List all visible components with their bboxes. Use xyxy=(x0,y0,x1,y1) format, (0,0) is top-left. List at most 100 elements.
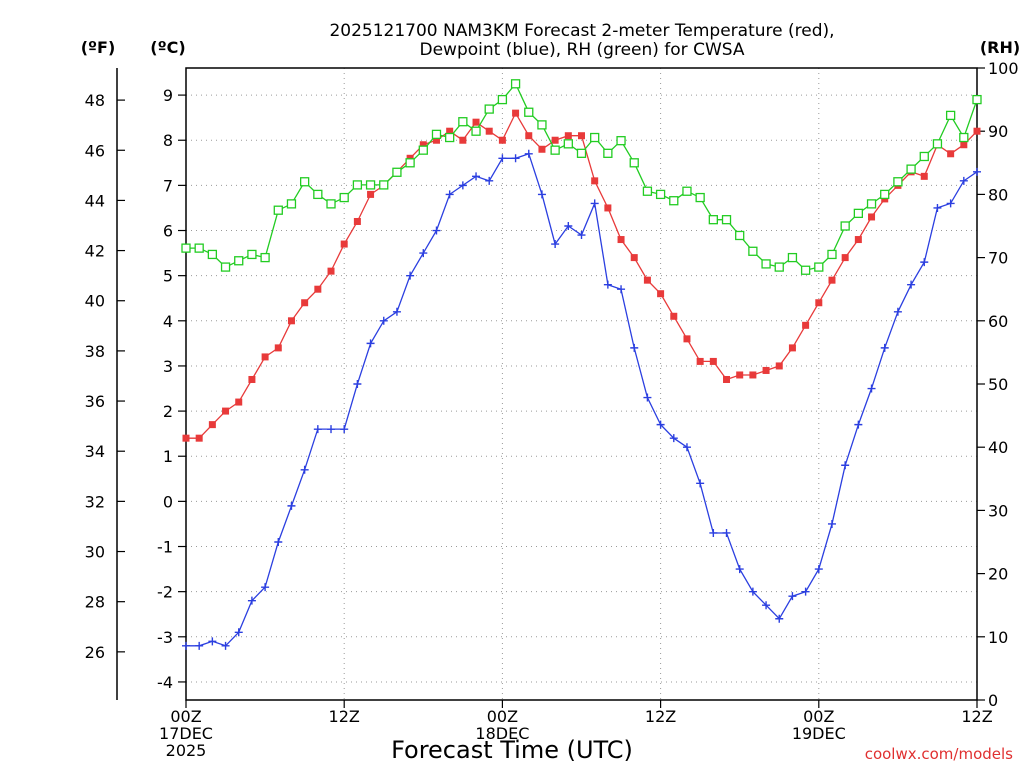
temperature-point xyxy=(683,335,691,343)
temperature-point xyxy=(788,344,796,352)
dewpoint-point xyxy=(537,190,546,199)
dewpoint-point xyxy=(709,528,718,537)
x-tick-label: 18DEC xyxy=(475,724,529,743)
temperature-point xyxy=(657,290,665,298)
celsius-tick-label: 2 xyxy=(163,402,173,421)
celsius-unit-label: (ºC) xyxy=(150,38,185,57)
rh-point xyxy=(774,262,784,272)
rh-unit-label: (RH) xyxy=(980,38,1020,57)
series-layer xyxy=(181,79,982,650)
dewpoint-point xyxy=(247,596,256,605)
temperature-point xyxy=(538,145,546,153)
rh-point xyxy=(524,107,534,117)
rh-point xyxy=(273,205,283,215)
rh-point xyxy=(906,164,916,174)
rh-point xyxy=(603,148,613,158)
rh-point xyxy=(932,139,943,149)
dewpoint-point xyxy=(880,343,889,352)
dewpoint-point xyxy=(379,316,388,325)
celsius-tick-label: 4 xyxy=(163,312,173,331)
dewpoint-point xyxy=(617,285,626,294)
rh-tick-label: 40 xyxy=(988,438,1008,457)
celsius-tick-label: 9 xyxy=(163,86,173,105)
rh-point xyxy=(471,126,481,136)
rh-point xyxy=(616,136,626,146)
rh-tick-label: 80 xyxy=(988,185,1008,204)
rh-point xyxy=(234,256,244,266)
celsius-tick-label: -1 xyxy=(157,538,173,557)
temperature-point xyxy=(419,141,427,149)
temperature-point xyxy=(696,357,704,365)
dewpoint-point xyxy=(735,565,744,574)
rh-point xyxy=(260,252,270,263)
dewpoint-point xyxy=(907,280,916,289)
rh-tick-label: 90 xyxy=(988,122,1008,141)
x-tick-label: 12Z xyxy=(961,707,992,726)
dewpoint-point xyxy=(827,519,836,528)
temperature-point xyxy=(274,344,282,352)
temperature-point xyxy=(920,172,928,180)
dewpoint-point xyxy=(300,465,309,474)
x-tick-label: 12Z xyxy=(329,707,360,726)
dewpoint-point xyxy=(590,199,599,208)
rh-point xyxy=(458,117,468,127)
temperature-point xyxy=(709,357,717,365)
fahrenheit-tick-label: 38 xyxy=(85,342,105,361)
dewpoint-point xyxy=(511,154,520,163)
dewpoint-point xyxy=(261,583,270,592)
temperature-point xyxy=(578,132,585,140)
dewpoint-point xyxy=(445,190,454,199)
dewpoint-point xyxy=(353,380,362,388)
fahrenheit-tick-label: 48 xyxy=(85,91,105,110)
fahrenheit-tick-label: 34 xyxy=(85,442,105,461)
dewpoint-point xyxy=(208,637,217,646)
dewpoint-point xyxy=(748,587,757,596)
fahrenheit-tick-label: 28 xyxy=(85,593,105,612)
rh-tick-label: 30 xyxy=(988,501,1008,520)
rh-point xyxy=(510,79,521,89)
rh-point xyxy=(247,249,257,260)
dewpoint-point xyxy=(182,641,190,650)
temperature-point xyxy=(472,118,480,126)
celsius-tick-label: 3 xyxy=(163,357,173,376)
rh-point xyxy=(853,208,863,219)
rh-point xyxy=(840,221,850,231)
rh-point xyxy=(945,110,956,121)
x-tick-label: 17DEC xyxy=(159,724,213,743)
temperature-point xyxy=(854,236,862,244)
fahrenheit-tick-label: 30 xyxy=(85,543,105,562)
fahrenheit-tick-label: 40 xyxy=(85,292,105,311)
x-tick-label: 12Z xyxy=(645,707,676,726)
rh-point xyxy=(299,177,310,187)
rh-point xyxy=(893,177,903,187)
temperature-point xyxy=(512,109,520,117)
rh-point xyxy=(669,196,679,206)
rh-point xyxy=(207,249,218,260)
fahrenheit-tick-label: 44 xyxy=(85,191,105,210)
temperature-point xyxy=(340,240,348,248)
x-axis-title: Forecast Time (UTC) xyxy=(391,736,633,764)
dewpoint-point xyxy=(221,641,230,650)
dewpoint-point xyxy=(854,420,863,429)
temperature-point xyxy=(314,285,322,293)
fahrenheit-tick-label: 42 xyxy=(85,242,105,261)
rh-point xyxy=(313,189,323,200)
x-tick-label: 00Z xyxy=(487,707,518,726)
dewpoint-point xyxy=(287,501,296,510)
rh-tick-label: 100 xyxy=(988,59,1019,78)
celsius-tick-label: -4 xyxy=(157,673,173,692)
dewpoint-point xyxy=(696,479,705,488)
rh-tick-label: 10 xyxy=(988,628,1008,647)
rh-point xyxy=(642,186,653,196)
dewpoint-point xyxy=(801,587,810,596)
rh-point xyxy=(761,259,771,269)
rh-point xyxy=(735,230,745,241)
rh-point xyxy=(392,167,402,177)
celsius-tick-label: -2 xyxy=(157,583,173,602)
temperature-point xyxy=(367,190,375,198)
temperature-point xyxy=(670,312,678,320)
rh-point xyxy=(880,189,890,200)
dewpoint-point xyxy=(472,172,481,181)
rh-point xyxy=(484,104,494,114)
celsius-tick-label: 6 xyxy=(163,222,173,241)
